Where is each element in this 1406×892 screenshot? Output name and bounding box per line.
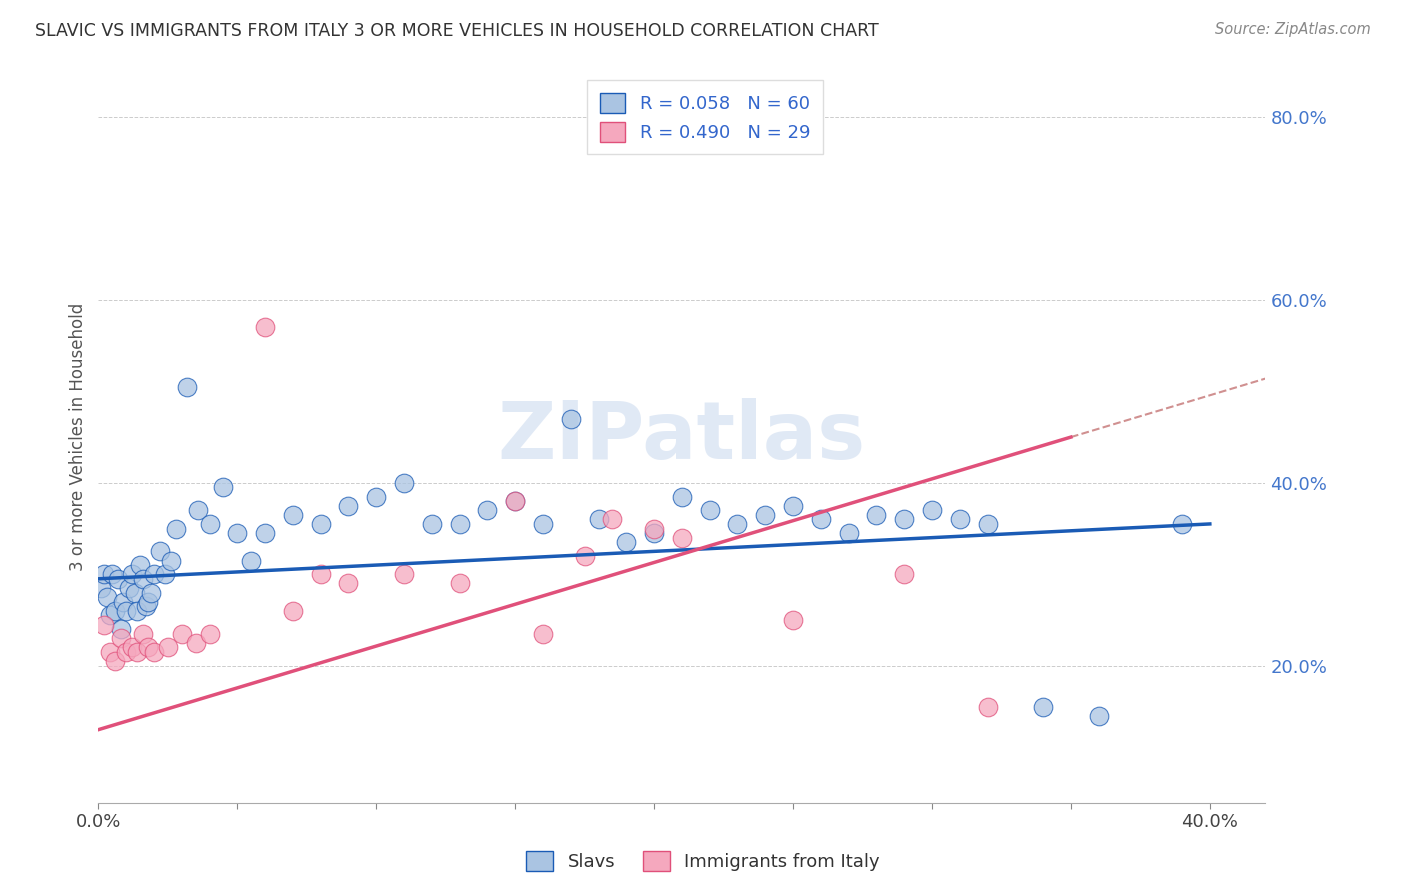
Point	[727, 516, 749, 531]
Point	[104, 604, 127, 618]
Point	[101, 567, 124, 582]
Point	[240, 553, 263, 567]
Y-axis label: 3 or more Vehicles in Household: 3 or more Vehicles in Household	[69, 303, 87, 571]
Point	[671, 490, 693, 504]
Point	[503, 494, 526, 508]
Text: Source: ZipAtlas.com: Source: ZipAtlas.com	[1215, 22, 1371, 37]
Point	[560, 412, 582, 426]
Point	[141, 585, 163, 599]
Point	[699, 503, 721, 517]
Point	[574, 549, 596, 563]
Point	[110, 622, 132, 636]
Point	[96, 590, 118, 604]
Point	[503, 494, 526, 508]
Point	[810, 512, 832, 526]
Point	[115, 604, 138, 618]
Text: SLAVIC VS IMMIGRANTS FROM ITALY 3 OR MORE VEHICLES IN HOUSEHOLD CORRELATION CHAR: SLAVIC VS IMMIGRANTS FROM ITALY 3 OR MOR…	[35, 22, 879, 40]
Point	[782, 499, 804, 513]
Point	[198, 516, 221, 531]
Point	[531, 626, 554, 640]
Point	[138, 640, 160, 655]
Point	[643, 526, 665, 541]
Point	[449, 576, 471, 591]
Point	[976, 516, 998, 531]
Point	[132, 626, 155, 640]
Point	[90, 581, 112, 595]
Point	[143, 567, 166, 582]
Point	[110, 632, 132, 646]
Point	[159, 553, 181, 567]
Point	[138, 594, 160, 608]
Point	[107, 572, 129, 586]
Point	[170, 626, 193, 640]
Point	[212, 480, 235, 494]
Point	[921, 503, 943, 517]
Point	[127, 645, 149, 659]
Point	[309, 567, 332, 582]
Point	[135, 599, 157, 614]
Point	[187, 503, 209, 517]
Point	[1087, 709, 1109, 723]
Point	[366, 490, 388, 504]
Point	[184, 636, 207, 650]
Point	[127, 604, 149, 618]
Point	[254, 526, 277, 541]
Point	[112, 594, 135, 608]
Point	[893, 567, 915, 582]
Point	[531, 516, 554, 531]
Legend: R = 0.058   N = 60, R = 0.490   N = 29: R = 0.058 N = 60, R = 0.490 N = 29	[588, 80, 823, 154]
Point	[671, 531, 693, 545]
Point	[129, 558, 152, 573]
Point	[588, 512, 610, 526]
Point	[143, 645, 166, 659]
Point	[121, 640, 143, 655]
Point	[865, 508, 887, 522]
Point	[121, 567, 143, 582]
Point	[643, 521, 665, 535]
Point	[156, 640, 179, 655]
Point	[104, 654, 127, 668]
Point	[254, 320, 277, 334]
Point	[281, 604, 304, 618]
Legend: Slavs, Immigrants from Italy: Slavs, Immigrants from Italy	[519, 844, 887, 879]
Point	[226, 526, 249, 541]
Point	[838, 526, 860, 541]
Point	[118, 581, 141, 595]
Point	[1171, 516, 1194, 531]
Point	[893, 512, 915, 526]
Point	[153, 567, 176, 582]
Point	[148, 544, 170, 558]
Point	[98, 608, 121, 623]
Point	[392, 475, 415, 490]
Point	[98, 645, 121, 659]
Point	[93, 567, 115, 582]
Point	[949, 512, 972, 526]
Point	[754, 508, 776, 522]
Point	[976, 699, 998, 714]
Point	[614, 535, 637, 549]
Point	[449, 516, 471, 531]
Point	[477, 503, 499, 517]
Point	[337, 576, 360, 591]
Point	[198, 626, 221, 640]
Point	[176, 380, 198, 394]
Point	[115, 645, 138, 659]
Text: ZIPatlas: ZIPatlas	[498, 398, 866, 476]
Point	[93, 617, 115, 632]
Point	[602, 512, 624, 526]
Point	[337, 499, 360, 513]
Point	[281, 508, 304, 522]
Point	[165, 521, 187, 535]
Point	[309, 516, 332, 531]
Point	[1032, 699, 1054, 714]
Point	[782, 613, 804, 627]
Point	[420, 516, 443, 531]
Point	[392, 567, 415, 582]
Point	[124, 585, 146, 599]
Point	[132, 572, 155, 586]
